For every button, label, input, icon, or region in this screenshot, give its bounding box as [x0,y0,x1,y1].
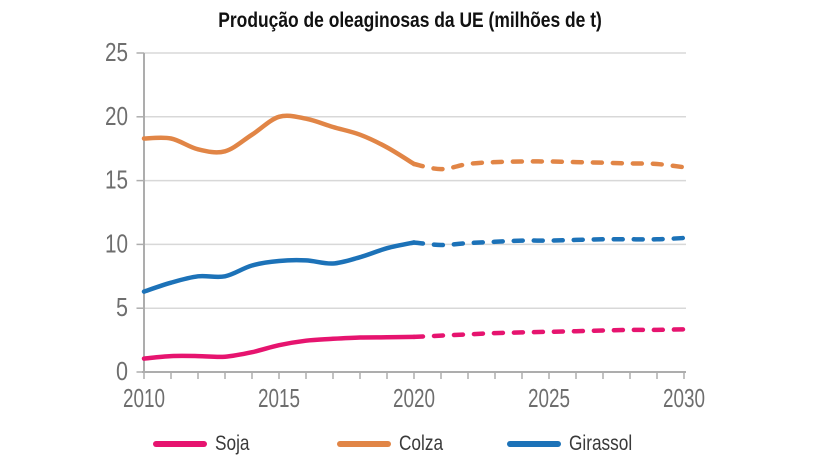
y-tick-label-25: 25 [105,37,128,67]
chart-title: Produção de oleaginosas da UE (milhões d… [0,9,820,33]
chart-title-text: Produção de oleaginosas da UE (milhões d… [218,9,602,32]
y-tick-label-20: 20 [105,101,128,131]
y-tick-label-10: 10 [105,228,128,258]
x-tick-label-2025: 2025 [528,383,570,413]
series-colza-solid-line [141,113,417,167]
series-soja-dashed-line [411,327,687,340]
y-tick-label-0: 0 [116,356,128,386]
x-tick-label-2030: 2030 [663,383,705,413]
series-soja-solid-line [141,334,417,361]
series-colza-dashed-line [411,159,687,172]
series-girassol-solid-line [141,240,417,294]
y-tick-label-5: 5 [116,292,128,322]
x-tick-label-2015: 2015 [258,383,300,413]
y-tick-label-15: 15 [105,165,128,195]
x-tick-label-2020: 2020 [393,383,435,413]
series-girassol-dashed-line [411,235,687,248]
x-tick-label-2010: 2010 [123,383,165,413]
